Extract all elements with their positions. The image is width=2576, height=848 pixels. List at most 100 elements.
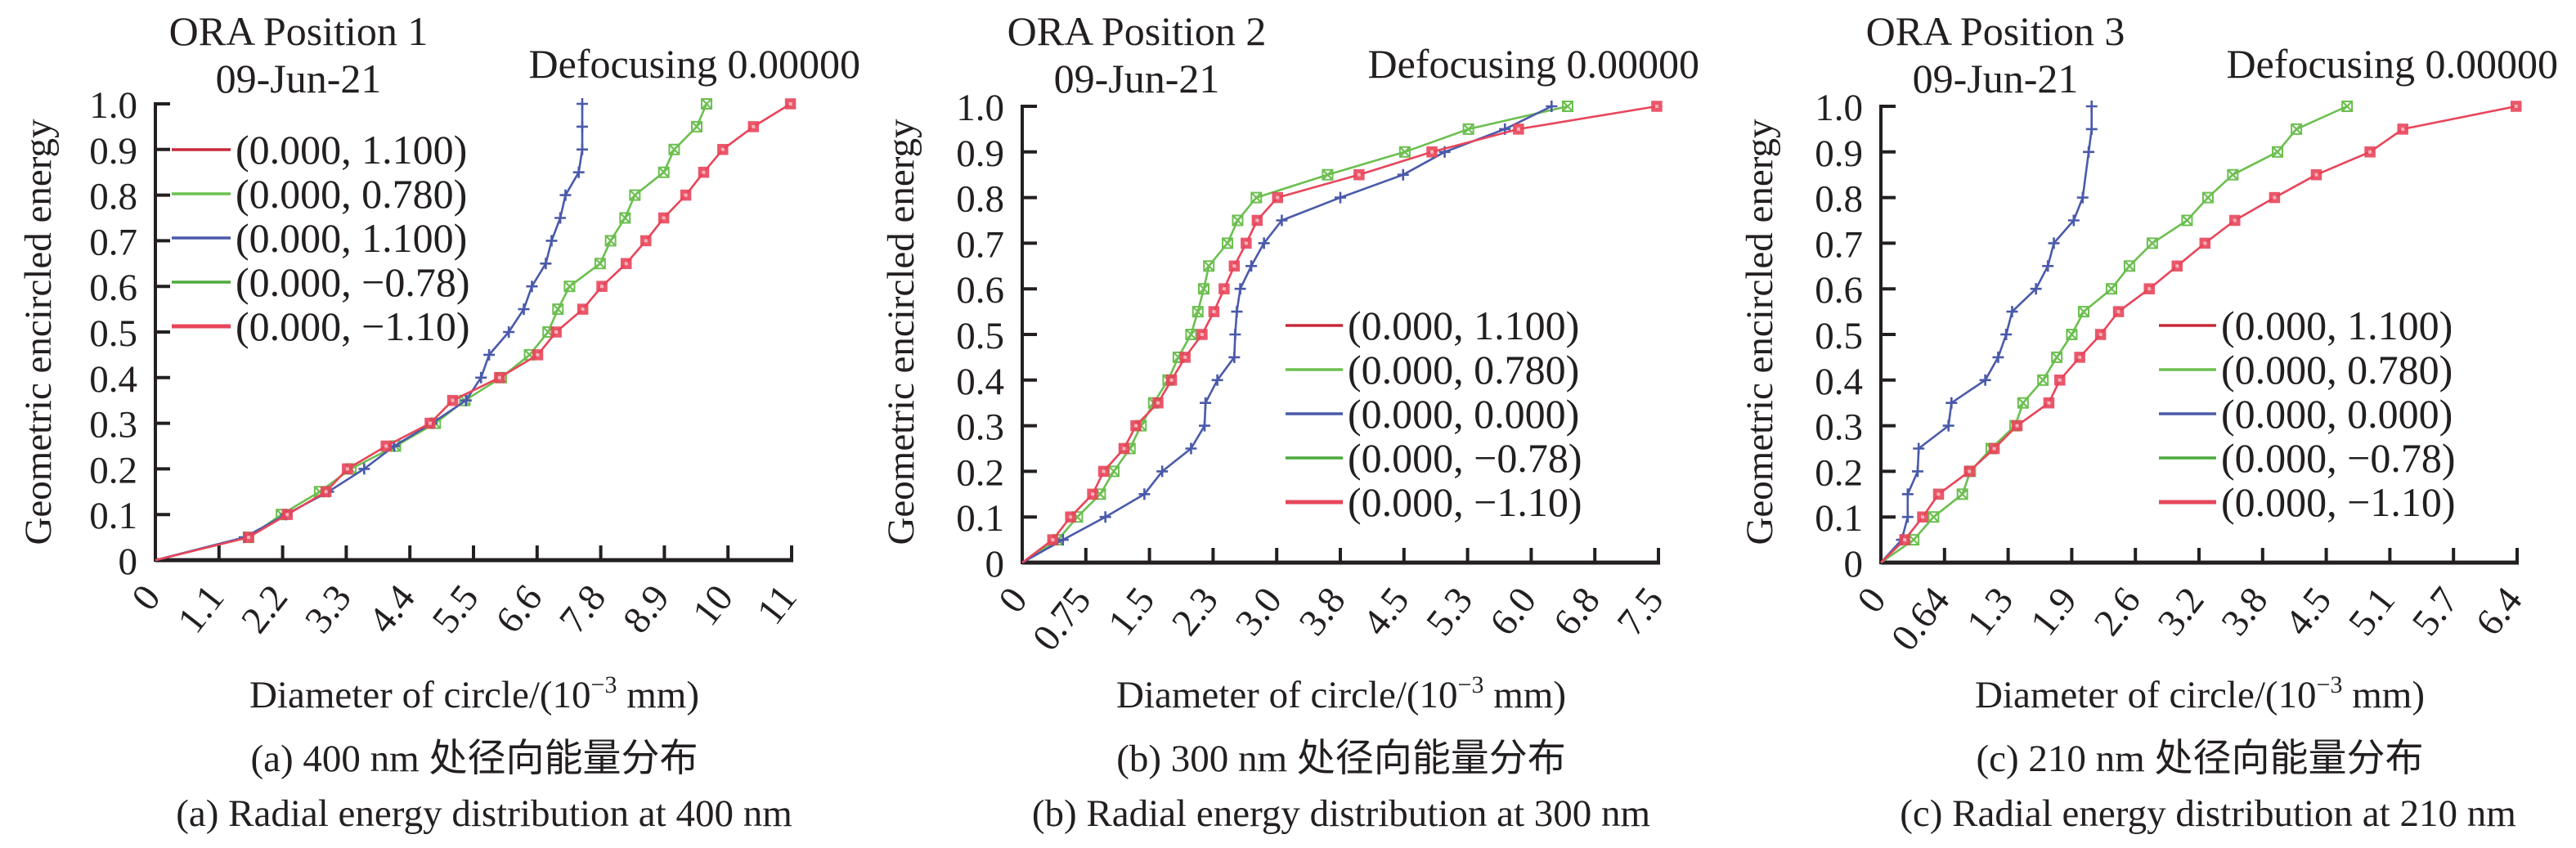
caption-chinese: (a) 400 nm 处径向能量分布 [251,738,698,780]
data-point-marker [2511,101,2522,112]
x-axis-label-exponent: −3 [1458,671,1484,698]
y-axis-label: Geometric encircled energy [17,119,60,545]
data-point-marker [1353,168,1365,181]
data-point-marker [572,166,585,178]
data-point-marker [2201,191,2214,204]
y-tick-label: 0.4 [1815,361,1863,403]
data-point-marker [475,371,487,384]
panel-a: ORA Position 1 09-Jun-21 Defocusing 0.00… [17,8,860,835]
panel-date: 09-Jun-21 [1054,56,1220,101]
y-tick-label: 0.9 [956,132,1004,175]
x-tick-label: 2.6 [2086,580,2149,644]
data-point-marker [1335,191,1346,204]
data-point-marker [619,212,631,224]
data-point-marker [2011,420,2023,432]
data-point-marker [1945,397,1958,409]
data-point-marker [1942,420,1954,432]
x-tick-label: 0.75 [1025,580,1100,659]
data-point-marker [2067,214,2080,227]
data-point-marker [342,463,353,475]
legend-label: (0.000, −0.78) [2221,435,2456,481]
data-point-marker [1250,191,1263,204]
x-tick-label: 2.3 [1164,580,1227,644]
data-point-marker [2048,237,2060,249]
x-tick-label: 0 [123,577,168,619]
legend-item: (0.000, −0.78) [2159,435,2456,481]
x-axis-label-exponent: −3 [591,671,617,698]
data-point-marker [2030,283,2042,295]
y-tick-label: 0.6 [956,269,1004,312]
x-tick-label: 0.64 [1883,580,1959,659]
legend-item: (0.000, −0.78) [1286,435,1582,481]
data-point-marker [2229,214,2241,227]
y-tick-label: 0.9 [89,130,137,173]
y-axis-label: Geometric encircled energy [880,119,922,545]
legend-item: (0.000, −1.10) [2159,479,2456,525]
data-point-marker [320,486,332,498]
data-point-marker [1258,237,1270,249]
data-point-marker [594,258,606,270]
y-tick-label: 0.7 [956,223,1004,266]
data-point-marker [2171,260,2183,272]
data-point-marker [483,348,496,361]
y-tick-label: 0 [119,541,138,583]
data-point-marker [1322,168,1334,181]
defocus-label: Defocusing 0.00000 [529,41,861,87]
y-tick-label: 1.0 [956,87,1004,129]
data-point-marker [1138,488,1151,500]
legend-item: (0.000, 1.100) [1286,303,1579,348]
data-point-marker [1222,237,1234,249]
data-point-marker [1234,283,1246,295]
data-point-marker [1992,351,2004,363]
data-point-marker [559,189,572,201]
data-point-marker [1130,420,1142,432]
data-point-marker [629,189,641,201]
legend-label: (0.000, −0.78) [1348,435,1582,481]
x-tick-label: 3.8 [2213,580,2276,644]
x-tick-label: 5.5 [424,577,487,641]
y-tick-label: 1.0 [1815,87,1863,129]
data-point-marker [2054,375,2066,386]
x-tick-label: 4.5 [1354,580,1417,644]
data-point-marker [1065,511,1076,523]
x-tick-label: 7.8 [551,577,614,641]
legend-label: (0.000, 0.000) [1348,391,1579,437]
data-point-marker [701,98,713,110]
y-tick-label: 0.9 [1815,132,1863,175]
legend-label: (0.000, −1.10) [2221,479,2456,525]
panel-title: ORA Position 1 [169,8,429,54]
data-point-marker [1185,329,1197,340]
data-point-marker [1097,465,1110,478]
legend-item: (0.000, 1.100) [172,127,467,173]
y-tick-label: 0.4 [89,358,137,401]
data-point-marker [576,120,588,132]
y-tick-label: 0.7 [1815,223,1863,266]
x-tick-label: 1.1 [169,577,232,641]
data-point-marker [596,280,608,292]
caption-english: (a) Radial energy distribution at 400 nm [176,792,792,835]
data-point-marker [1651,101,1663,112]
data-point-marker [2037,374,2049,386]
x-tick-label: 3.0 [1227,580,1290,644]
data-point-marker [1462,123,1474,135]
y-tick-label: 0.2 [89,449,137,491]
data-point-marker [2043,397,2055,409]
legend-item: (0.000, −0.78) [172,259,470,305]
data-point-marker [1398,146,1411,158]
data-point-marker [1229,329,1241,340]
x-axis-label-unit: mm) [1483,674,1566,716]
y-tick-label: 0.6 [1815,269,1863,312]
x-tick-label: 6.0 [1482,580,1545,644]
data-point-marker [1165,375,1178,386]
panel-title: ORA Position 2 [1008,8,1267,54]
data-point-marker [1276,214,1288,227]
data-point-marker [640,235,652,247]
data-point-marker [554,212,567,224]
legend-item: (0.000, 0.780) [1286,347,1579,393]
data-point-marker [2006,306,2018,318]
legend-item: (0.000, −1.10) [1286,479,1582,525]
data-point-marker [358,463,370,475]
x-tick-label: 5.1 [2340,580,2403,644]
data-point-marker [1979,374,1991,386]
